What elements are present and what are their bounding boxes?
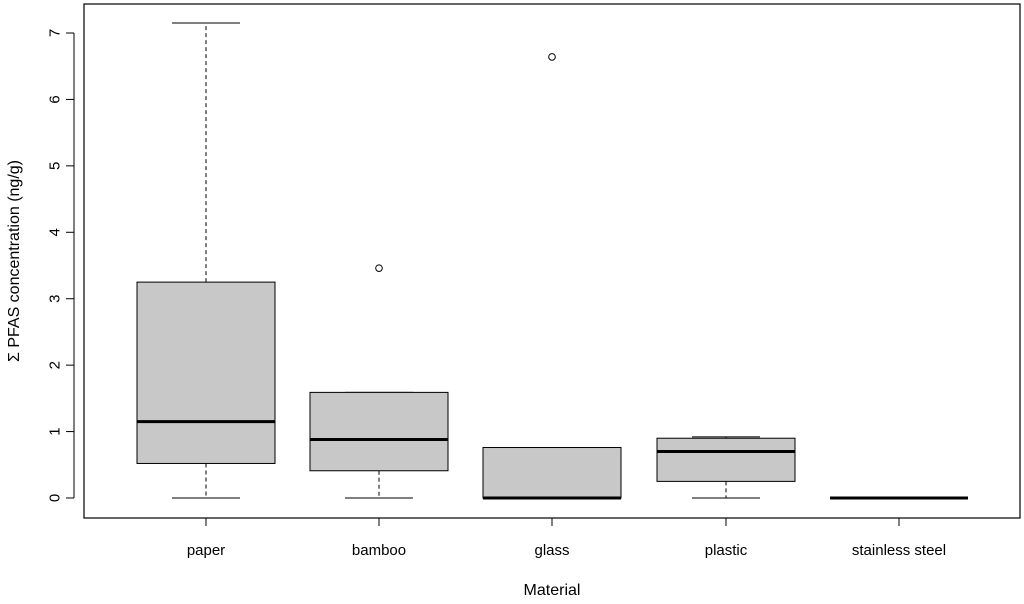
box-body [656, 437, 796, 482]
x-tick-label: stainless steel [852, 542, 946, 559]
y-tick-label: 3 [46, 295, 63, 303]
y-axis-title: Σ PFAS concentration (ng/g) [6, 160, 23, 362]
y-tick-label: 0 [46, 494, 63, 502]
box-plastic [656, 436, 796, 499]
y-tick-label: 5 [46, 162, 63, 170]
y-tick-label: 2 [46, 361, 63, 369]
box-body [309, 391, 449, 472]
box-body [482, 447, 622, 499]
box-bamboo [309, 264, 449, 499]
y-axis: 0 1 2 3 4 5 6 7 [46, 29, 75, 502]
y-tick-label: 6 [46, 95, 63, 103]
x-axis: paper bamboo glass plastic stainless steel [187, 518, 946, 559]
x-tick-label: plastic [705, 542, 748, 559]
box-series [136, 22, 968, 500]
x-tick-label: paper [187, 542, 225, 559]
y-tick-label: 4 [46, 228, 63, 236]
x-axis-title: Material [524, 582, 581, 599]
outlier-point [375, 264, 383, 272]
x-tick-label: bamboo [352, 542, 406, 559]
box-body [136, 281, 276, 464]
y-tick-label: 7 [46, 29, 63, 37]
outlier-point [548, 53, 556, 61]
box-paper [136, 22, 276, 499]
x-tick-label: glass [534, 542, 569, 559]
box-glass [482, 53, 622, 500]
y-tick-label: 1 [46, 427, 63, 435]
